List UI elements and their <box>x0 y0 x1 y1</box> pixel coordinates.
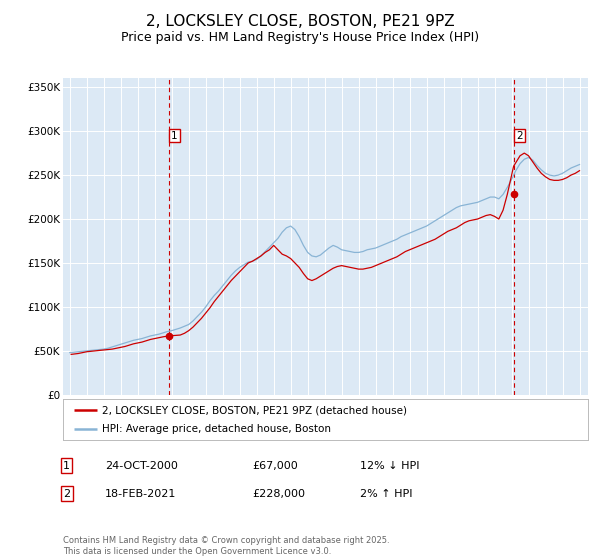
Text: Contains HM Land Registry data © Crown copyright and database right 2025.
This d: Contains HM Land Registry data © Crown c… <box>63 536 389 556</box>
Text: 1: 1 <box>63 461 70 471</box>
Text: £228,000: £228,000 <box>252 489 305 499</box>
Text: HPI: Average price, detached house, Boston: HPI: Average price, detached house, Bost… <box>103 424 331 435</box>
Text: £67,000: £67,000 <box>252 461 298 471</box>
Text: 18-FEB-2021: 18-FEB-2021 <box>105 489 176 499</box>
Text: 1: 1 <box>171 130 178 141</box>
Text: 2, LOCKSLEY CLOSE, BOSTON, PE21 9PZ: 2, LOCKSLEY CLOSE, BOSTON, PE21 9PZ <box>146 14 454 29</box>
Text: 2, LOCKSLEY CLOSE, BOSTON, PE21 9PZ (detached house): 2, LOCKSLEY CLOSE, BOSTON, PE21 9PZ (det… <box>103 405 407 415</box>
Text: Price paid vs. HM Land Registry's House Price Index (HPI): Price paid vs. HM Land Registry's House … <box>121 31 479 44</box>
Text: 2: 2 <box>63 489 70 499</box>
Text: 2: 2 <box>516 130 523 141</box>
Text: 12% ↓ HPI: 12% ↓ HPI <box>360 461 419 471</box>
Text: 2% ↑ HPI: 2% ↑ HPI <box>360 489 413 499</box>
Text: 24-OCT-2000: 24-OCT-2000 <box>105 461 178 471</box>
